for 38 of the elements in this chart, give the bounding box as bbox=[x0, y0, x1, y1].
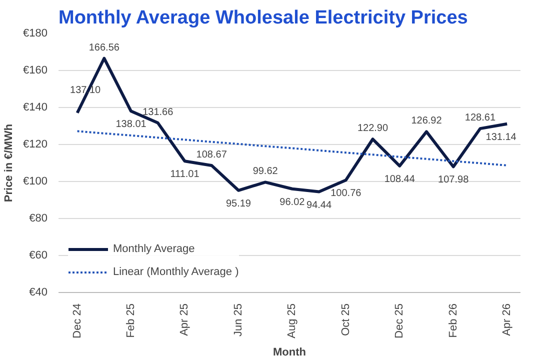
y-tick-label: €80 bbox=[29, 212, 48, 224]
y-tick-label: €140 bbox=[23, 102, 48, 114]
x-tick-label: Apr 26 bbox=[501, 303, 514, 336]
x-tick-label: Dec 24 bbox=[71, 303, 84, 338]
y-tick-label: €40 bbox=[29, 286, 48, 298]
x-tick-label: Dec 25 bbox=[394, 303, 406, 338]
legend-label: Monthly Average bbox=[113, 243, 195, 255]
data-label: 126.92 bbox=[411, 116, 442, 127]
y-tick-label: €120 bbox=[23, 138, 48, 150]
data-label: 138.01 bbox=[116, 119, 147, 130]
data-label: 166.56 bbox=[88, 42, 120, 54]
y-tick-label: €180 bbox=[23, 28, 48, 40]
legend-label: Linear (Monthly Average ) bbox=[113, 266, 239, 278]
x-tick-label: Feb 26 bbox=[447, 303, 460, 338]
data-label: 99.62 bbox=[252, 166, 278, 178]
data-label: 95.19 bbox=[226, 198, 252, 210]
data-label: 111.01 bbox=[170, 169, 200, 180]
data-label: 96.02 bbox=[280, 196, 306, 208]
data-label: 122.90 bbox=[357, 123, 388, 134]
x-tick-label: Feb 25 bbox=[125, 303, 138, 338]
data-label: 108.44 bbox=[384, 174, 416, 185]
x-tick-label: Jun 25 bbox=[232, 303, 244, 337]
x-axis-title: Month bbox=[273, 346, 306, 358]
data-label: 100.76 bbox=[330, 188, 362, 200]
data-label: 107.98 bbox=[438, 174, 470, 186]
chart-title: Monthly Average Wholesale Electricity Prices bbox=[58, 8, 468, 28]
y-tick-label: €100 bbox=[23, 176, 48, 188]
x-tick-label: Aug 25 bbox=[286, 303, 298, 338]
data-label: 128.61 bbox=[464, 112, 496, 124]
x-tick-label: Oct 25 bbox=[340, 304, 352, 336]
data-label: 131.14 bbox=[486, 132, 517, 143]
y-tick-label: €160 bbox=[23, 64, 48, 76]
x-tick-label: Apr 25 bbox=[178, 303, 191, 336]
y-axis-title: Price in €/MWh bbox=[3, 124, 16, 202]
data-label: 94.44 bbox=[306, 200, 332, 211]
data-label: 108.67 bbox=[196, 149, 228, 160]
data-label: 131.66 bbox=[142, 106, 174, 118]
y-tick-label: €60 bbox=[29, 250, 48, 262]
